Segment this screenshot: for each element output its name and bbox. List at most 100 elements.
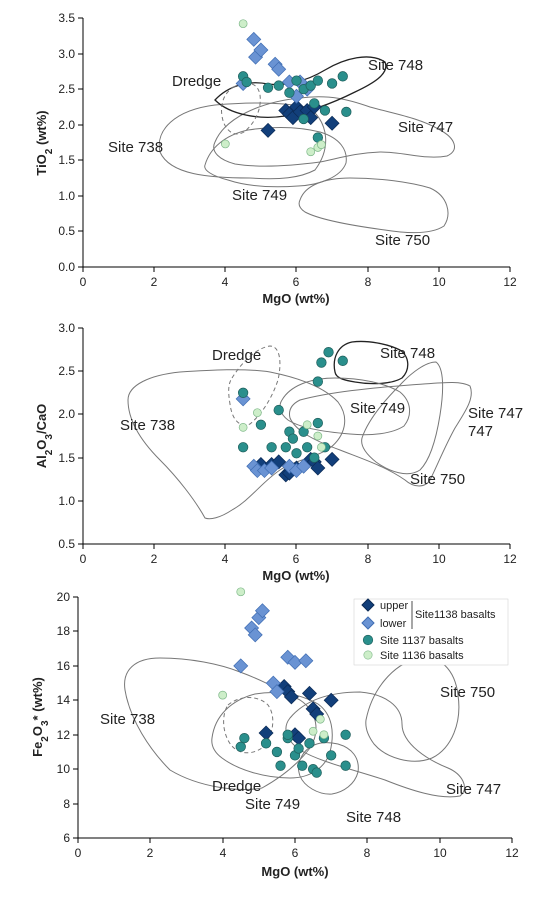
- x-tick-label: 6: [292, 846, 299, 860]
- y-tick-label: 2.0: [58, 407, 75, 421]
- y-tick-label: 1.5: [58, 451, 75, 465]
- y-ticks: [73, 596, 78, 839]
- x-axis-title: MgO (wt%): [262, 291, 329, 306]
- field-label: Site 750: [375, 232, 430, 249]
- data-point-site-1137-basalts: [239, 733, 250, 744]
- x-tick-label: 4: [222, 275, 229, 289]
- axes: 0 2 4 6 8 10 12 0.5 1.0 1.5 2.0 2.5 3.0 …: [34, 321, 517, 583]
- data-points: [235, 347, 348, 483]
- data-point-site-1136-basalts: [236, 587, 246, 597]
- data-point-lower: [280, 649, 296, 665]
- data-point-site-1137-basalts: [309, 452, 320, 463]
- data-point-site-1137-basalts: [241, 76, 252, 88]
- y-tick-label: 1.0: [58, 189, 75, 203]
- data-point-lower: [264, 460, 280, 476]
- x-tick-labels: 0 2 4 6 8 10 12: [80, 275, 517, 289]
- x-tick-label: 2: [147, 846, 154, 860]
- data-point-site-1137-basalts: [326, 750, 337, 761]
- y-tick-label: 1.5: [58, 153, 75, 167]
- chart-tio2-vs-mgo: 0 2 4 6 8 10 12 0.0 0.5 1.0 1.5 2.0 2.5 …: [34, 11, 517, 306]
- x-tick-label: 2: [151, 275, 158, 289]
- field-label: Site 750: [410, 471, 465, 488]
- y-tick-label: 2.0: [58, 118, 75, 132]
- field-label: Site 749: [232, 187, 287, 204]
- data-point-site-1137-basalts: [271, 746, 283, 758]
- field-label: Site 738: [100, 711, 155, 728]
- data-point-site-1137-basalts: [305, 80, 316, 91]
- x-tick-label: 10: [433, 846, 447, 860]
- data-point-site-1137-basalts: [304, 738, 315, 749]
- legend-label-site1136: Site 1136 basalts: [380, 650, 464, 662]
- data-point-site-1136-basalts: [238, 19, 248, 29]
- y-tick-label: 3.0: [58, 47, 75, 61]
- data-point-site-1136-basalts: [238, 423, 248, 432]
- data-point-upper: [260, 122, 276, 138]
- data-point-site-1136-basalts: [317, 442, 326, 452]
- data-point-site-1137-basalts: [262, 82, 274, 93]
- data-point-site-1136-basalts: [218, 690, 228, 700]
- data-points: [220, 19, 352, 157]
- y-tick-labels: 6 8 10 12 14 16 18 20: [57, 590, 71, 845]
- legend-marker-site1136: [363, 650, 373, 660]
- x-tick-labels: 0 2 4 6 8 10 12: [80, 552, 517, 566]
- data-point-site-1137-basalts: [293, 743, 304, 754]
- y-axis-title: Fe2O3* (wt%): [30, 677, 51, 757]
- field-outline-site-738: [127, 369, 346, 520]
- x-tick-label: 4: [222, 552, 229, 566]
- y-tick-label: 6: [63, 831, 70, 845]
- y-tick-label: 1.0: [58, 494, 75, 508]
- field-label: Site 748: [380, 345, 435, 362]
- data-point-site-1137-basalts: [302, 442, 313, 453]
- data-point-lower: [298, 653, 314, 669]
- data-point-site-1137-basalts: [326, 78, 338, 89]
- y-axis-title: Al2O3/CaO: [34, 404, 55, 469]
- field-outline-site-748: [333, 340, 409, 385]
- data-point-upper: [310, 460, 326, 476]
- data-point-upper: [324, 115, 340, 131]
- x-tick-label: 8: [364, 846, 371, 860]
- legend-label-site1138: Site1138 basalts: [415, 609, 496, 621]
- y-tick-label: 12: [57, 728, 71, 742]
- data-point-site-1136-basalts: [306, 147, 316, 157]
- y-tick-label: 18: [57, 624, 71, 638]
- data-point-site-1137-basalts: [319, 105, 331, 116]
- field-label: Site 738: [120, 417, 175, 434]
- data-point-lower: [246, 31, 262, 47]
- data-point-site-1137-basalts: [280, 442, 291, 453]
- data-point-site-1137-basalts: [291, 448, 302, 459]
- field-outline-dredge: [223, 697, 274, 754]
- legend: upper lower Site1138 basalts Site 1137 b…: [353, 598, 509, 666]
- y-ticks: [78, 327, 83, 545]
- x-axis-title: MgO (wt%): [262, 568, 329, 583]
- x-tick-label: 12: [505, 846, 519, 860]
- x-tick-label: 12: [503, 275, 517, 289]
- y-tick-label: 20: [57, 590, 71, 604]
- x-ticks: [77, 838, 513, 843]
- data-point-site-1136-basalts: [319, 730, 329, 740]
- field-outline-site-748: [298, 742, 359, 795]
- field-labels: Dredge Site 748 Site 738 Site 749 Site 7…: [120, 345, 523, 488]
- y-tick-label: 2.5: [58, 82, 75, 96]
- legend-marker-lower: [361, 616, 375, 630]
- data-point-lower: [271, 61, 287, 77]
- data-point-site-1137-basalts: [297, 760, 308, 771]
- data-point-lower: [253, 42, 269, 58]
- field-labels: Dredge Site 748 Site 747 Site 738 Site 7…: [108, 57, 453, 249]
- chart-al2o3-cao-vs-mgo: 0 2 4 6 8 10 12 0.5 1.0 1.5 2.0 2.5 3.0 …: [34, 321, 523, 583]
- y-tick-label: 8: [63, 797, 70, 811]
- data-point-site-1137-basalts: [273, 80, 284, 91]
- field-outline-site-750: [361, 361, 444, 475]
- y-tick-label: 0.0: [58, 260, 75, 274]
- field-label: Site 748: [346, 809, 401, 826]
- data-point-site-1137-basalts: [273, 404, 284, 416]
- x-ticks: [82, 544, 511, 549]
- data-points: [218, 587, 351, 778]
- data-point-lower: [254, 603, 270, 619]
- y-tick-label: 10: [57, 762, 71, 776]
- data-point-site-1137-basalts: [287, 433, 299, 444]
- data-point-site-1137-basalts: [323, 347, 334, 358]
- legend-marker-upper: [361, 598, 375, 612]
- y-tick-label: 0.5: [58, 224, 75, 238]
- data-point-lower: [296, 458, 312, 474]
- data-point-site-1137-basalts: [255, 419, 267, 430]
